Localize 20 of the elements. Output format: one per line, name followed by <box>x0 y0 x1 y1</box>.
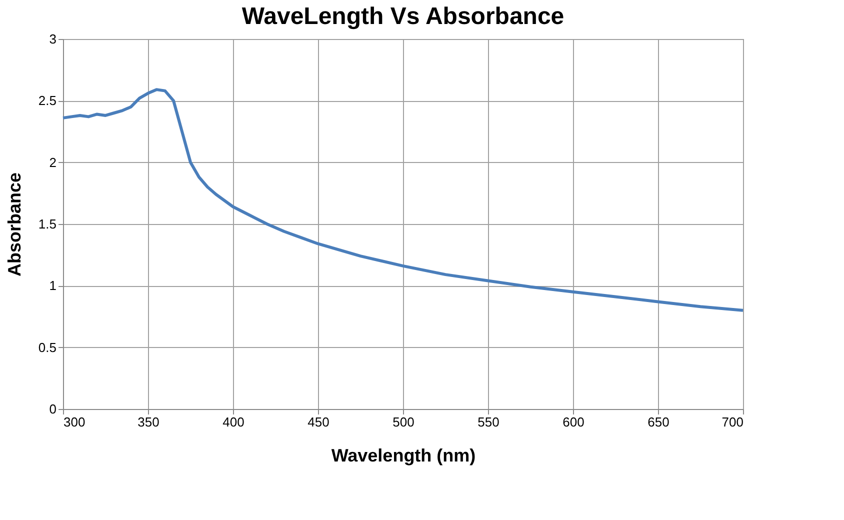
y-tick-label: 1.5 <box>38 216 56 232</box>
x-tick-label: 700 <box>722 414 744 430</box>
x-tick-label: 300 <box>64 414 86 430</box>
y-tick-label: 2.5 <box>38 93 56 108</box>
x-tick-label: 650 <box>648 414 670 430</box>
y-tick-label: 0.5 <box>38 340 56 355</box>
y-tick-label: 1 <box>49 278 56 294</box>
x-tick-label: 500 <box>392 414 414 430</box>
x-tick-label: 400 <box>222 414 244 430</box>
chart-title: WaveLength Vs Absorbance <box>242 3 564 30</box>
x-tick-label: 600 <box>562 414 584 430</box>
y-tick-label: 0 <box>49 402 56 416</box>
x-tick-label: 550 <box>478 414 500 430</box>
x-tick-label: 450 <box>308 414 330 430</box>
line-series <box>62 88 744 312</box>
y-axis-title: Absorbance <box>4 172 24 277</box>
x-tick-label: 350 <box>138 414 160 430</box>
y-tick-label: 2 <box>49 154 56 170</box>
y-tick-label: 3 <box>49 32 56 46</box>
x-axis-title: Wavelength (nm) <box>331 446 476 466</box>
